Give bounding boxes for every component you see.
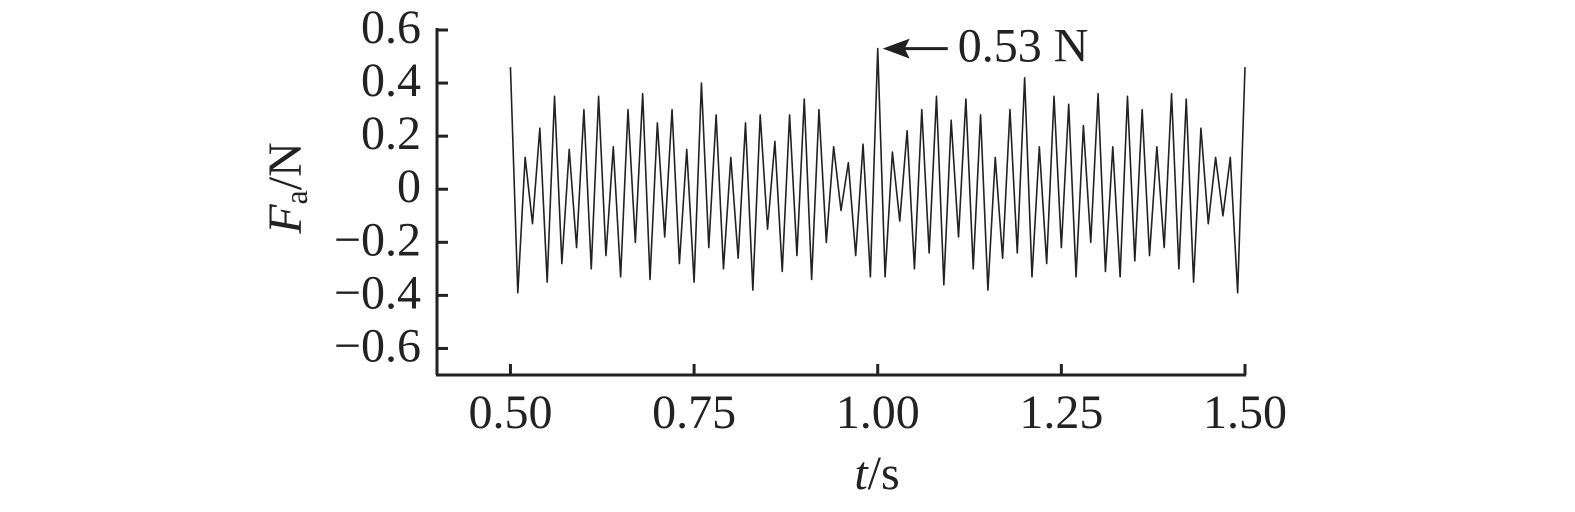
x-axis-label: t/s [854,447,899,500]
x-tick-label: 1.00 [836,386,920,439]
annotation-arrowhead [882,38,910,59]
y-axis-label: Fa/N [259,142,314,235]
y-tick-label: 0.6 [361,1,421,54]
x-label-unit: /s [868,447,900,500]
x-tick-label: 0.75 [652,386,736,439]
x-label-symbol: t [854,447,869,500]
y-label-subscript: a [278,190,314,204]
y-label-symbol: F [259,204,312,235]
y-label-unit: /N [259,142,312,190]
y-tick-label: 0 [397,160,421,213]
y-tick-label: −0.2 [334,213,421,266]
annotation-text: 0.53 N [958,20,1089,73]
y-tick-label: −0.4 [334,266,421,319]
y-tick-label: 0.2 [361,107,421,160]
x-tick-label: 1.50 [1203,386,1287,439]
y-tick-label: 0.4 [361,54,421,107]
line [509,47,1246,294]
y-tick-label: −0.6 [334,319,421,372]
x-tick-label: 1.25 [1019,386,1103,439]
x-tick-label: 0.50 [468,386,552,439]
